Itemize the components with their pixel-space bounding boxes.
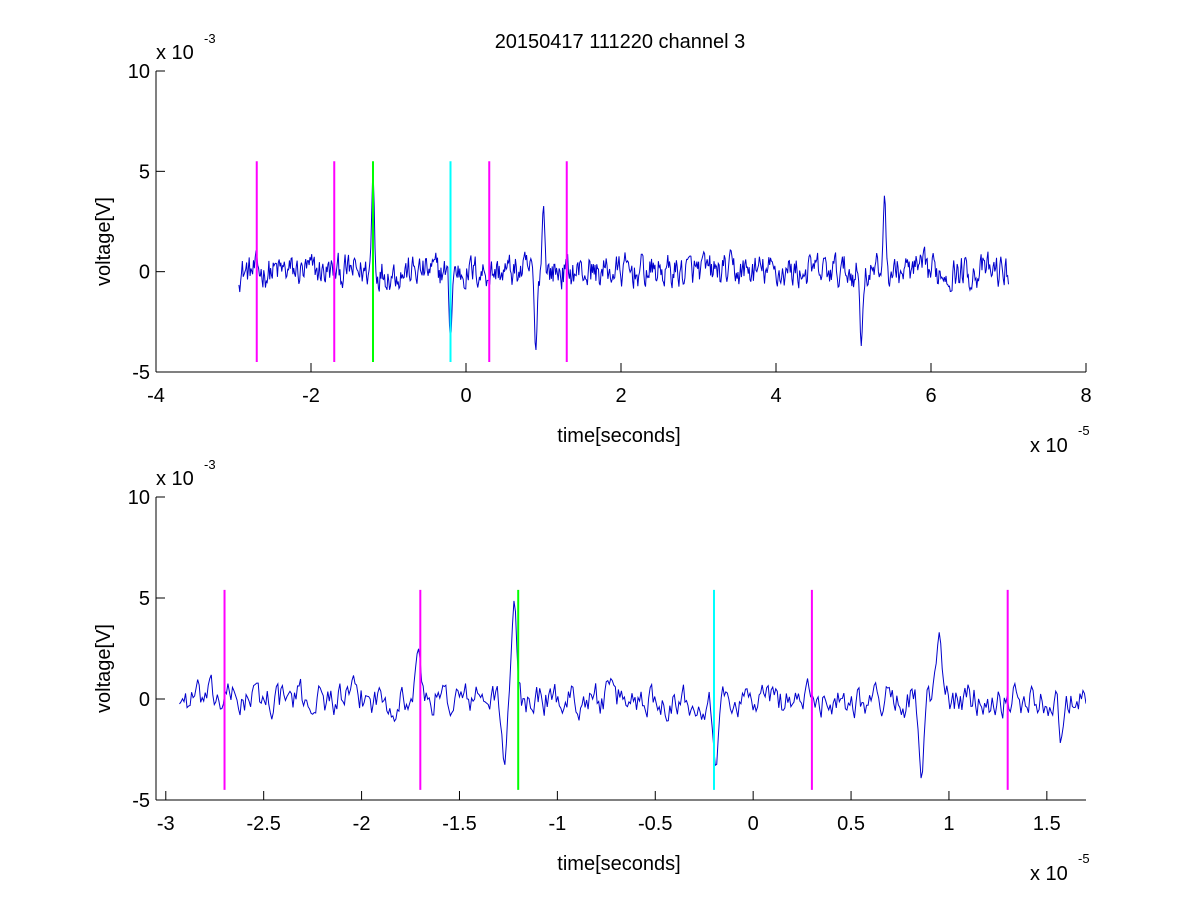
signal-trace [238, 178, 1009, 350]
y-exponent-label: x 10 [156, 468, 194, 490]
y-tick-label: 10 [128, 487, 150, 509]
y-tick-label: 0 [139, 262, 150, 284]
bottom-axes: -3 -2.5 -2 -1.5 -1 -0.5 0 0.5 1 1.5 -5 0 5 10 x 10 -3 x … [93, 457, 1090, 885]
x-tick-label: 4 [770, 385, 781, 407]
x-tick-label: 6 [925, 385, 936, 407]
y-axis-label: voltage[V] [93, 197, 115, 286]
y-axis-label: voltage[V] [93, 624, 115, 713]
y-tick-label: 0 [139, 689, 150, 711]
y-tick-label: 5 [139, 588, 150, 610]
x-tick-label: -1 [548, 813, 566, 835]
y-tick-label: -5 [132, 790, 150, 812]
x-tick-label: -2.5 [246, 813, 280, 835]
y-tick-label: 10 [128, 61, 150, 83]
x-exponent-label: x 10 [1030, 863, 1068, 885]
x-tick-label: 1.5 [1033, 813, 1061, 835]
x-tick-label: 0 [748, 813, 759, 835]
y-exponent: -3 [204, 31, 216, 46]
x-tick-label: 2 [615, 385, 626, 407]
x-tick-label: -1.5 [442, 813, 476, 835]
figure-title: 20150417 111220 channel 3 [495, 31, 746, 53]
x-tick-label: -3 [157, 813, 175, 835]
x-exponent: -5 [1078, 851, 1090, 866]
x-tick-label: -2 [353, 813, 371, 835]
y-exponent-label: x 10 [156, 42, 194, 64]
y-exponent: -3 [204, 457, 216, 472]
x-axis-label: time[seconds] [557, 425, 680, 447]
plot-area [238, 161, 1009, 362]
x-tick-label: -2 [302, 385, 320, 407]
signal-trace [179, 600, 1086, 779]
x-tick-label: 8 [1080, 385, 1091, 407]
x-axis-label: time[seconds] [557, 853, 680, 875]
y-tick-label: 5 [139, 161, 150, 183]
x-tick-label: -0.5 [638, 813, 672, 835]
x-tick-label: 1 [943, 813, 954, 835]
x-tick-label: 0.5 [837, 813, 865, 835]
x-tick-label: 0 [460, 385, 471, 407]
x-tick-label: -4 [147, 385, 165, 407]
x-exponent: -5 [1078, 423, 1090, 438]
top-axes: -4 -2 0 2 4 6 8 -5 0 5 10 x 10 -3 x 10 -5 time[seconds]… [93, 31, 1092, 457]
y-tick-label: -5 [132, 362, 150, 384]
plot-area [179, 589, 1086, 790]
x-exponent-label: x 10 [1030, 435, 1068, 457]
